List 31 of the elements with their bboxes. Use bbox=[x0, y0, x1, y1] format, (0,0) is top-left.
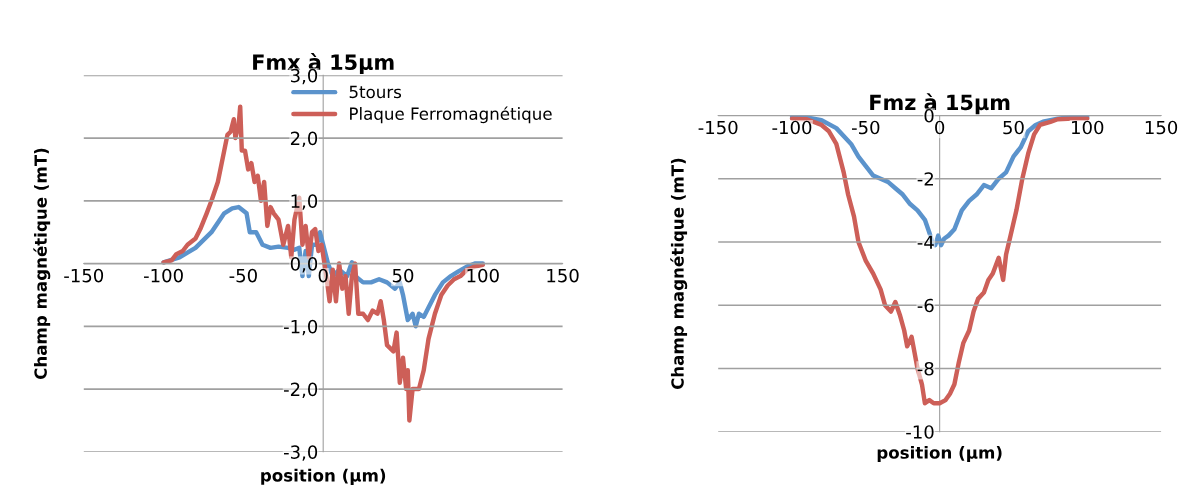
y-tick-label: 2,0 bbox=[290, 131, 318, 148]
y-tick-label: -4 bbox=[917, 235, 934, 249]
y-axis-title: Champ magnétique (mT) bbox=[670, 158, 688, 390]
x-tick-label: 50 bbox=[392, 268, 414, 283]
x-tick-label: 0 bbox=[935, 120, 945, 135]
y-tick-label: -8 bbox=[917, 361, 934, 376]
x-tick-label: -150 bbox=[698, 120, 738, 135]
y-tick-label: -3,0 bbox=[283, 445, 318, 461]
y-tick-label: -1,0 bbox=[283, 319, 318, 336]
x-tick-label: -50 bbox=[229, 268, 257, 283]
x-tick-label: -50 bbox=[851, 120, 880, 135]
y-tick-label: -2 bbox=[917, 172, 933, 186]
x-tick-label: 0 bbox=[318, 268, 328, 283]
legend-label: 5tours bbox=[349, 85, 402, 99]
x-axis-title: position (µm) bbox=[261, 468, 386, 485]
y-tick-label: 1,0 bbox=[291, 194, 318, 210]
y-tick-label: 0,0 bbox=[290, 257, 318, 273]
x-tick-label: -150 bbox=[64, 268, 104, 283]
x-tick-label: 100 bbox=[1072, 120, 1104, 135]
x-tick-label: 100 bbox=[467, 268, 499, 283]
x-axis-title: position (µm) bbox=[877, 445, 1002, 463]
x-tick-label: -100 bbox=[772, 120, 812, 135]
legend-label: Plaque Ferromagnétique bbox=[350, 106, 552, 124]
x-tick-label: -100 bbox=[143, 268, 183, 283]
x-tick-label: 150 bbox=[547, 268, 579, 283]
x-tick-label: 50 bbox=[1003, 120, 1024, 135]
y-tick-label: -6 bbox=[917, 298, 934, 313]
y-axis-title: Champ magnétique (mT) bbox=[33, 148, 51, 380]
y-tick-label: -2,0 bbox=[283, 382, 318, 399]
x-tick-label: 150 bbox=[1145, 120, 1178, 135]
y-tick-label: -10 bbox=[906, 425, 934, 439]
